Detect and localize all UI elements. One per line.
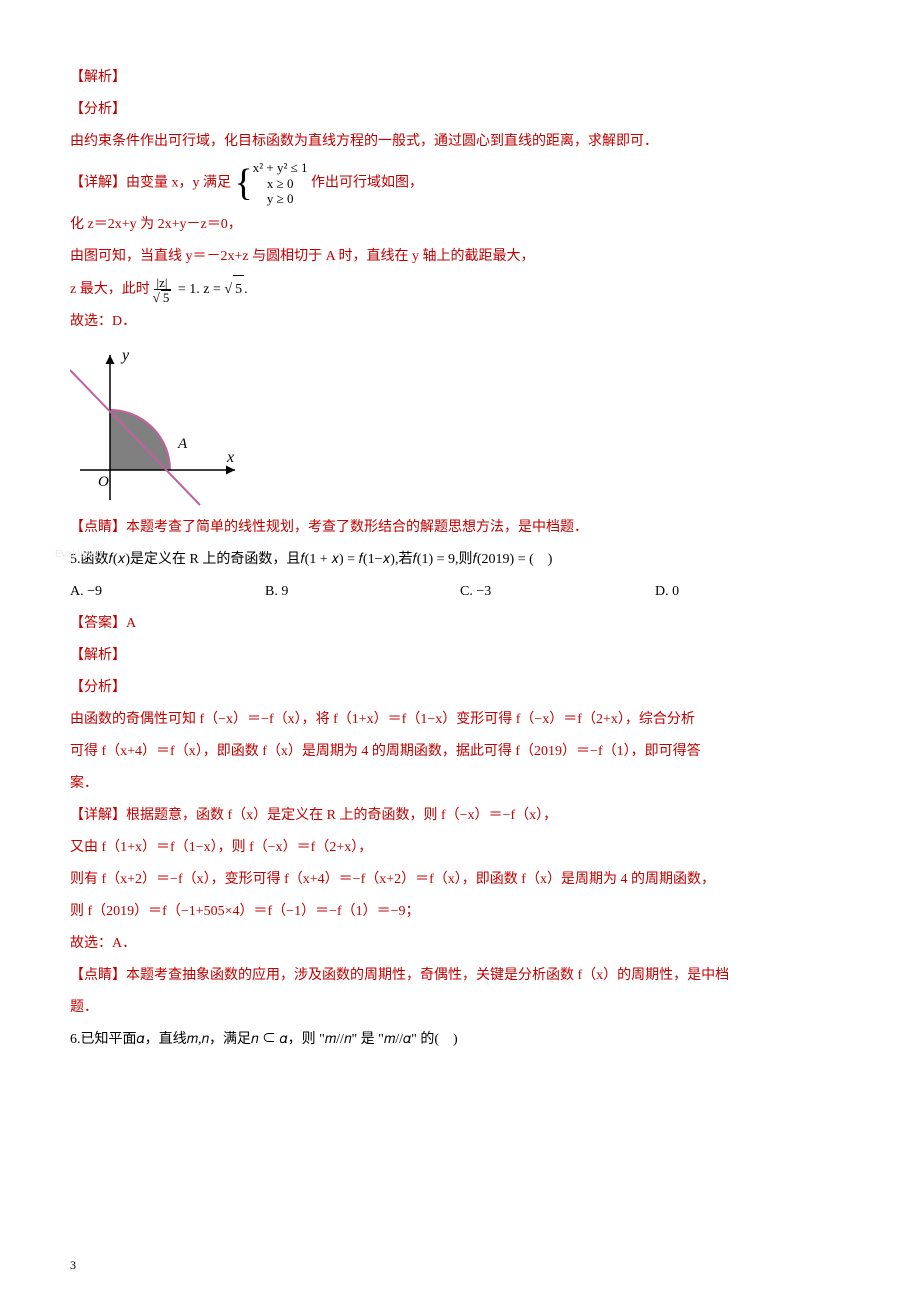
section-fenxi-2: 【分析】 — [70, 674, 850, 702]
detail-label: 【详解】 — [70, 176, 126, 191]
page-container: 【解析】 【分析】 由约束条件作出可行域，化目标函数为直线方程的一般式，通过圆心… — [0, 0, 920, 1302]
para-transform: 化 z＝2x+y 为 2x+y－z＝0， — [70, 211, 850, 239]
question-5: 5.函数𝑓(𝑥)是定义在 R 上的奇函数，且𝑓(1 + 𝑥) = 𝑓(1−𝑥),… — [70, 546, 850, 574]
watermark: Evaluation — [55, 545, 102, 565]
analysis-text-1: 由约束条件作出可行域，化目标函数为直线方程的一般式，通过圆心到直线的距离，求解即… — [70, 128, 850, 156]
dianjing-2a: 【点睛】本题考查抽象函数的应用，涉及函数的周期性，奇偶性，关键是分析函数 f（x… — [70, 962, 850, 990]
label-x: x — [226, 449, 234, 466]
analysis-2a: 由函数的奇偶性可知 f（−x）＝−f（x），将 f（1+x）＝f（1−x）变形可… — [70, 706, 850, 734]
constraint-row-1: x² + y² ≤ 1 — [253, 160, 308, 176]
frac-num: |z| — [154, 276, 171, 290]
fraction-z: |z| 5 — [150, 276, 175, 304]
option-d: D. 0 — [655, 578, 850, 606]
label-origin: O — [98, 474, 109, 490]
detail-2a: 【详解】根据题意，函数 f（x）是定义在 R 上的奇函数，则 f（−x）＝−f（… — [70, 802, 850, 830]
para-zmax: z 最大，此时 |z| 5 = 1. z = 5. — [70, 275, 850, 304]
frac-den: 5 — [150, 290, 175, 304]
constraint-row-2: x ≥ 0 — [267, 176, 294, 192]
para-tangent: 由图可知，当直线 y＝－2x+z 与圆相切于 A 时，直线在 y 轴上的截距最大… — [70, 243, 850, 271]
question-6: 6.已知平面𝛼，直线𝑚,𝑛，满足𝑛 ⊂ 𝛼，则 "𝑚//𝑛" 是 "𝑚//𝛼" … — [70, 1026, 850, 1054]
detail-2c: 则有 f（x+2）＝−f（x），变形可得 f（x+4）＝−f（x+2）＝f（x）… — [70, 866, 850, 894]
zmax-prefix: z 最大，此时 — [70, 282, 150, 297]
frac-den-sqrt: 5 — [161, 290, 172, 304]
option-a: A. −9 — [70, 578, 265, 606]
left-brace: { — [235, 166, 253, 200]
section-jiexi-2: 【解析】 — [70, 642, 850, 670]
zmax-suffix: . — [244, 282, 248, 297]
constraint-suffix: 作出可行域如图， — [311, 176, 423, 191]
para-choice-d: 故选：D． — [70, 308, 850, 336]
zmax-result: 5 — [224, 282, 244, 297]
detail-2b: 又由 f（1+x）＝f（1−x），则 f（−x）＝f（2+x）， — [70, 834, 850, 862]
zmax-sqrt-val: 5 — [233, 275, 244, 304]
page-number: 3 — [70, 1253, 76, 1277]
feasible-region-graph: y x O A — [70, 340, 250, 510]
dianjing-1: 【点睛】本题考查了简单的线性规划，考查了数形结合的解题思想方法，是中档题． — [70, 514, 850, 542]
brace-rows: x² + y² ≤ 1 x ≥ 0 y ≥ 0 — [253, 160, 308, 207]
constraint-row-3: y ≥ 0 — [267, 191, 294, 207]
zmax-mid: = 1. z = — [174, 282, 224, 297]
dianjing-2b: 题． — [70, 994, 850, 1022]
detail-2d: 则 f（2019）＝f（−1+505×4）＝f（−1）＝−f（1）＝−9； — [70, 898, 850, 926]
constraint-system: { x² + y² ≤ 1 x ≥ 0 y ≥ 0 — [235, 160, 308, 207]
constraint-prefix: 由变量 x，y 满足 — [126, 176, 231, 191]
analysis-2c: 案． — [70, 770, 850, 798]
section-jiexi-1: 【解析】 — [70, 64, 850, 92]
graph-svg: y x O A — [70, 340, 250, 510]
option-c: C. −3 — [460, 578, 655, 606]
detail-2e: 故选：A． — [70, 930, 850, 958]
detail-1: 【详解】由变量 x，y 满足 { x² + y² ≤ 1 x ≥ 0 y ≥ 0… — [70, 160, 850, 207]
section-fenxi-1: 【分析】 — [70, 96, 850, 124]
answer-a: 【答案】A — [70, 610, 850, 638]
analysis-2b: 可得 f（x+4）＝f（x），即函数 f（x）是周期为 4 的周期函数，据此可得… — [70, 738, 850, 766]
label-point-a: A — [177, 436, 188, 452]
option-b: B. 9 — [265, 578, 460, 606]
question-5-options: A. −9 B. 9 C. −3 D. 0 — [70, 578, 850, 606]
label-y: y — [120, 347, 130, 364]
